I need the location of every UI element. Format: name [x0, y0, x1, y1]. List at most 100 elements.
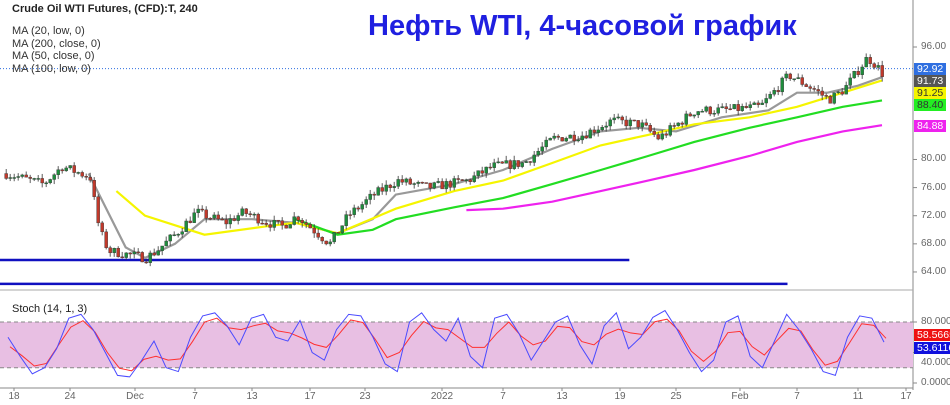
candle-body: [496, 161, 500, 164]
candle-body: [796, 77, 800, 79]
candle: [144, 258, 148, 264]
candle-body: [20, 174, 24, 177]
candle-body: [172, 234, 176, 236]
candle-body: [596, 129, 600, 133]
candle: [320, 236, 324, 244]
candle-body: [708, 106, 712, 115]
candle: [468, 178, 472, 185]
candle: [300, 218, 304, 228]
candle-body: [456, 178, 460, 180]
candle: [428, 182, 432, 192]
candle-body: [32, 178, 36, 180]
candle: [788, 72, 792, 81]
candle: [344, 210, 348, 230]
candle: [236, 212, 240, 225]
candle-body: [668, 125, 672, 136]
price-axis-label: 76.00: [921, 181, 947, 193]
candle: [728, 104, 732, 111]
moving-average-line: [466, 124, 883, 212]
candle: [36, 175, 40, 182]
candle: [148, 250, 152, 267]
ma-legend-item[interactable]: MA (50, close, 0): [12, 50, 95, 62]
candle-body: [696, 111, 700, 116]
candle-body: [336, 232, 340, 234]
candle: [240, 206, 244, 217]
candle-body: [752, 102, 756, 105]
stoch-k-line: [7, 309, 885, 378]
candle: [592, 126, 596, 137]
candle: [292, 212, 296, 226]
candle-body: [60, 169, 64, 172]
candle: [68, 165, 72, 170]
candle-body: [280, 220, 284, 226]
candle-body: [148, 252, 152, 263]
candle: [532, 150, 536, 167]
candle-body: [196, 208, 200, 214]
candle-body: [228, 218, 232, 225]
ma100-tag: 88.40: [914, 99, 947, 111]
candle: [764, 93, 768, 108]
candle: [116, 246, 120, 258]
candle-body: [652, 131, 656, 135]
candle: [32, 177, 36, 182]
candle-body: [488, 166, 492, 169]
candle-body: [208, 218, 212, 220]
time-axis-label: Feb: [731, 391, 749, 402]
candle-body: [344, 214, 348, 226]
candle: [820, 86, 824, 101]
candle: [644, 118, 648, 127]
stoch-axis-label: 40.0000: [921, 356, 950, 368]
ma-legend-item[interactable]: MA (100, low, 0): [12, 62, 91, 75]
stoch-legend[interactable]: Stoch (14, 1, 3): [12, 303, 88, 315]
candle-body: [676, 122, 680, 126]
candle-body: [320, 237, 324, 242]
candle-body: [580, 135, 584, 141]
candle-body: [156, 250, 160, 256]
candle-body: [284, 224, 288, 229]
candle-body: [84, 175, 88, 178]
candle: [776, 86, 780, 96]
time-axis-label: 24: [64, 391, 76, 402]
candle-body: [688, 113, 692, 117]
candle-body: [556, 135, 560, 138]
candle: [48, 178, 52, 185]
candle: [432, 181, 436, 190]
candle-body: [16, 176, 20, 178]
candle-body: [544, 139, 548, 148]
candle-body: [588, 129, 592, 139]
candle: [808, 84, 812, 92]
candle: [360, 201, 364, 213]
candle-body: [184, 220, 188, 232]
candle: [212, 212, 216, 220]
candle: [740, 103, 744, 112]
candle-body: [776, 90, 780, 93]
price-axis-label: 64.00: [921, 265, 947, 277]
candle: [876, 62, 880, 71]
candle: [64, 165, 68, 172]
ma-legend-item[interactable]: MA (20, low, 0): [12, 25, 85, 37]
candle: [332, 231, 336, 244]
candle: [600, 125, 604, 132]
candle: [536, 147, 540, 157]
candle-body: [436, 181, 440, 183]
ma-legend-item[interactable]: MA (200, close, 0): [12, 37, 101, 50]
time-axis-label: 19: [614, 391, 626, 402]
candle: [356, 205, 360, 212]
candle: [768, 91, 772, 100]
candle-body: [636, 120, 640, 128]
candle: [748, 101, 752, 111]
candle: [20, 173, 24, 179]
candle: [700, 108, 704, 113]
symbol-title: Crude Oil WTI Futures, (CFD):T, 240: [12, 3, 198, 15]
candle: [440, 178, 444, 190]
candle: [844, 81, 848, 95]
candle-body: [76, 172, 80, 174]
candle: [264, 219, 268, 227]
candle: [596, 125, 600, 137]
candle-body: [744, 106, 748, 108]
candle-body: [356, 207, 360, 210]
candle: [720, 103, 724, 109]
candle: [736, 100, 740, 116]
candle-body: [428, 182, 432, 189]
